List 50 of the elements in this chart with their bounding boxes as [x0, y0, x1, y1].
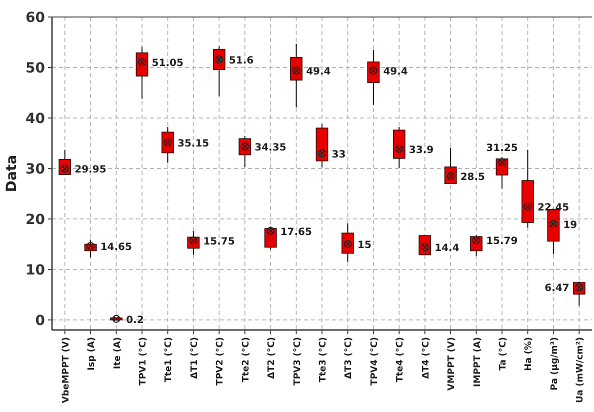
x-tick-label: Tte1 (°C)	[164, 337, 174, 382]
annotation: 33.9	[408, 144, 434, 156]
annotation: 51.05	[152, 58, 184, 70]
y-tick-label: 40	[26, 110, 46, 127]
x-tick-label: ΔT4 (°C)	[421, 337, 432, 379]
x-tick-label: ΔT1 (°C)	[190, 337, 200, 379]
annotation: 31.25	[486, 142, 518, 154]
annotation: 15	[358, 240, 372, 252]
annotation: 34.35	[254, 142, 286, 154]
y-tick-label: 0	[35, 312, 46, 329]
y-tick-label: 50	[26, 60, 46, 76]
x-tick-label: Ta (°C)	[498, 337, 508, 371]
annotation: 0.2	[126, 314, 144, 326]
x-tick-label: Tte2 (°C)	[241, 337, 252, 382]
annotation: 19	[563, 220, 578, 231]
x-tick-label: TPV3 (°C)	[292, 337, 303, 386]
annotation: 51.6	[228, 55, 254, 66]
annotation: 15.75	[203, 236, 235, 248]
x-tick-label: ΔT3 (°C)	[344, 337, 354, 379]
x-tick-label: TPV2 (°C)	[216, 337, 226, 386]
x-tick-label: Ite (A)	[112, 337, 123, 370]
x-tick-label: IMPPT (A)	[472, 337, 483, 387]
x-tick-label: Isp (A)	[87, 337, 98, 370]
x-tick-label: ΔT2 (°C)	[267, 337, 278, 379]
annotation: 14.4	[434, 243, 460, 254]
annotation: 35.15	[178, 138, 210, 150]
x-tick-label: VbeMPPT (V)	[61, 337, 72, 404]
x-tick-label: Pa (μg/m³)	[550, 337, 560, 390]
x-tick-label: Ha (%)	[524, 337, 534, 371]
x-tick-label: Tte3 (°C)	[318, 337, 328, 382]
annotation: 15.79	[486, 236, 518, 248]
y-axis-title: Data	[4, 154, 20, 192]
annotation: 28.5	[460, 172, 486, 184]
annotation: 22.45	[538, 202, 570, 214]
annotation: 6.47	[544, 283, 570, 294]
annotation: 14.65	[100, 242, 132, 253]
annotation: 49.4	[383, 66, 408, 78]
y-tick-label: 10	[26, 262, 46, 278]
x-tick-label: Ua (mW/cm²)	[576, 337, 586, 403]
annotation: 33	[332, 149, 346, 160]
x-tick-label: Tte4 (°C)	[396, 337, 406, 382]
y-tick-label: 20	[26, 212, 46, 228]
annotation: 17.65	[280, 226, 312, 238]
annotation: 49.4	[306, 66, 331, 78]
annotation: 29.95	[74, 164, 106, 176]
x-tick-label: TPV1 (°C)	[138, 337, 148, 386]
x-tick-label: VMPPT (V)	[447, 337, 458, 391]
x-tick-label: TPV4 (°C)	[370, 337, 380, 386]
y-tick-label: 30	[26, 161, 46, 178]
y-tick-label: 60	[26, 10, 46, 26]
